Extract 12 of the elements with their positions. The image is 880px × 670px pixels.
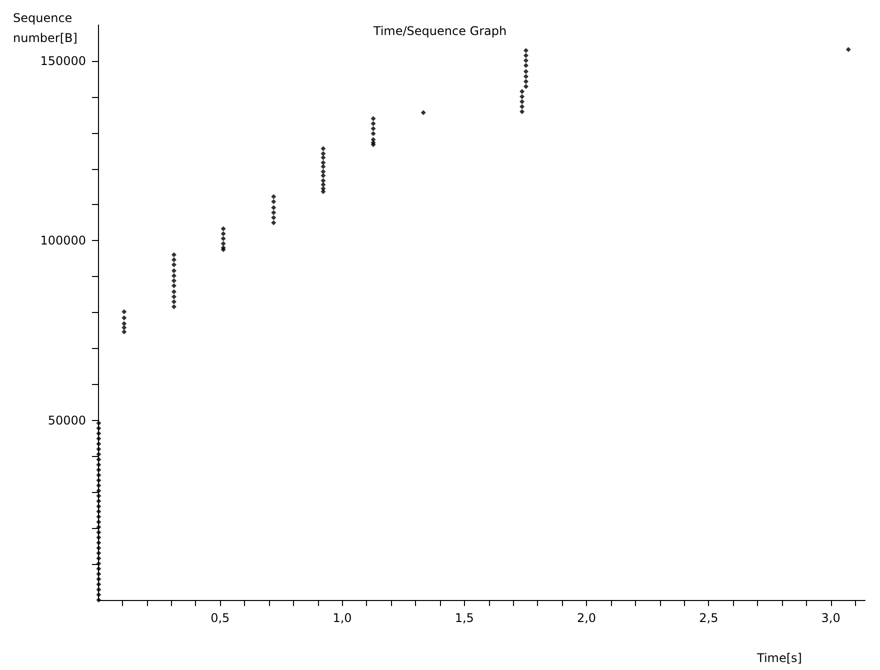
x-tick-label: 3,0 — [821, 611, 840, 625]
x-tick-label: 1,0 — [332, 611, 352, 625]
x-tick-label: 0,5 — [210, 611, 230, 625]
x-tick-label: 1,5 — [454, 611, 474, 625]
y-tick-label: 50000 — [48, 413, 86, 428]
x-tick-label: 2,5 — [699, 611, 718, 625]
y-axis-title: Sequence number[B] — [13, 11, 78, 45]
y-tick-label: 100000 — [40, 234, 86, 248]
y-tick-label: 150000 — [40, 54, 86, 68]
chart-title: Time/Sequence Graph — [372, 24, 507, 38]
x-tick-label: 2,0 — [576, 611, 596, 625]
x-axis-title: Time[s] — [756, 651, 802, 665]
